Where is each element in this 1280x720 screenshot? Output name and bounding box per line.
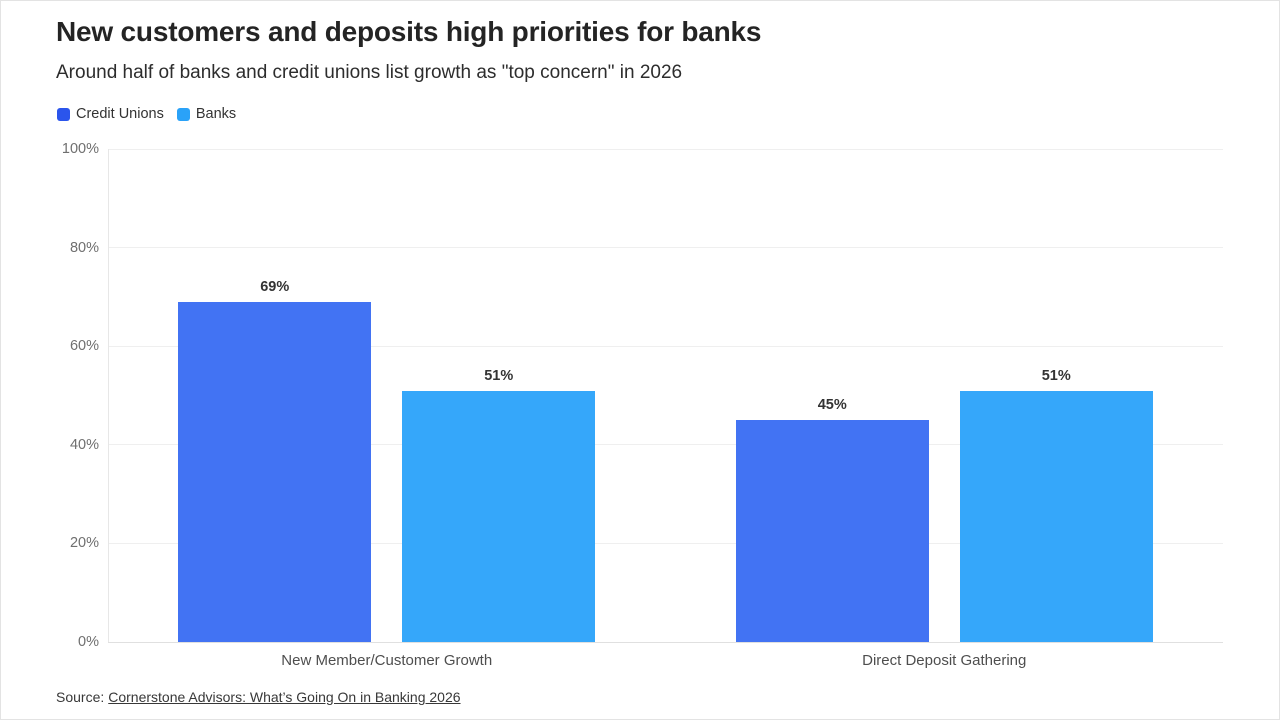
bar-credit-unions [178, 301, 372, 642]
bar-value-label: 51% [1041, 367, 1071, 384]
legend-item-credit-unions: Credit Unions [57, 106, 164, 122]
chart-subtitle: Around half of banks and credit unions l… [56, 62, 683, 83]
bar-value-label: 45% [817, 397, 847, 414]
bar-credit-unions [735, 420, 929, 642]
gridline [108, 444, 1223, 446]
y-axis-tick-label: 40% [69, 436, 99, 453]
legend-item-banks: Banks [176, 106, 237, 122]
bar-banks [402, 390, 596, 642]
legend: Credit Unions Banks [57, 106, 236, 122]
legend-swatch-icon [176, 107, 190, 121]
y-axis-tick-label: 20% [69, 535, 99, 552]
gridline [108, 542, 1223, 544]
y-axis-tick-label: 60% [69, 338, 99, 355]
legend-label: Credit Unions [76, 106, 164, 122]
x-axis-category-label: New Member/Customer Growth [281, 652, 493, 669]
gridline [108, 641, 1223, 643]
legend-swatch-icon [57, 107, 70, 121]
y-axis-line [108, 149, 109, 642]
source-line: Source: Cornerstone Advisors: What’s Goin… [56, 689, 461, 705]
legend-label: Banks [195, 106, 237, 122]
gridline [108, 148, 1223, 150]
chart-title: New customers and deposits high prioriti… [56, 16, 762, 47]
bar-value-label: 69% [260, 278, 290, 295]
x-axis-category-label: Direct Deposit Gathering [862, 652, 1027, 669]
y-axis-tick-label: 0% [78, 634, 99, 650]
y-axis-tick-label: 100% [61, 141, 99, 157]
bar-value-label: 51% [484, 367, 514, 384]
source-link[interactable]: Cornerstone Advisors: What’s Going On in… [108, 689, 461, 705]
source-label: Source: [56, 689, 105, 705]
bar-banks [959, 390, 1153, 642]
y-axis-tick-label: 80% [69, 239, 99, 256]
gridline [108, 247, 1223, 249]
gridline [108, 345, 1223, 347]
